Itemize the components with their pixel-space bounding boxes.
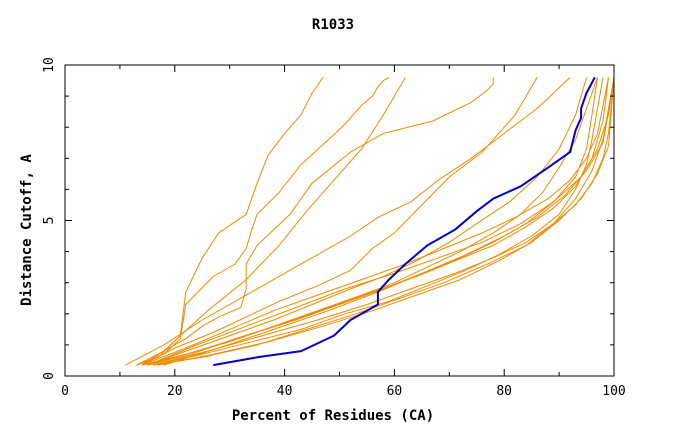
x-tick-label: 80 bbox=[496, 384, 512, 399]
model-line-1 bbox=[136, 77, 406, 366]
model-line-15 bbox=[147, 77, 615, 366]
y-axis-label: Distance Cutoff, A bbox=[19, 154, 35, 306]
model-line-11 bbox=[141, 77, 609, 366]
model-line-2 bbox=[136, 76, 390, 366]
x-axis-label: Percent of Residues (CA) bbox=[232, 408, 434, 424]
chart-title: R1033 bbox=[312, 17, 354, 33]
model-line-14 bbox=[158, 77, 615, 366]
y-tick-label: 5 bbox=[42, 217, 57, 225]
x-axis-ticks: 0 20 40 60 80 100 bbox=[61, 65, 626, 399]
plot-lines bbox=[125, 76, 615, 367]
x-tick-label: 40 bbox=[277, 384, 293, 399]
x-tick-label: 100 bbox=[602, 384, 625, 399]
x-tick-label: 60 bbox=[387, 384, 403, 399]
model-line-4 bbox=[141, 77, 494, 366]
model-line-3 bbox=[136, 77, 324, 366]
y-axis-ticks: 0 5 10 bbox=[42, 57, 614, 380]
model-line-17 bbox=[163, 77, 615, 366]
model-line-6 bbox=[125, 77, 571, 366]
x-tick-label: 0 bbox=[61, 384, 69, 399]
x-tick-label: 20 bbox=[167, 384, 183, 399]
model-line-5 bbox=[141, 77, 538, 366]
y-tick-label: 0 bbox=[42, 372, 57, 380]
model-line-12 bbox=[147, 77, 609, 366]
highlight-line bbox=[213, 76, 596, 367]
model-line-7 bbox=[147, 77, 587, 366]
y-tick-label: 10 bbox=[42, 57, 57, 73]
model-line-13 bbox=[152, 77, 615, 366]
model-line-16 bbox=[152, 77, 615, 366]
model-line-10 bbox=[152, 77, 604, 366]
